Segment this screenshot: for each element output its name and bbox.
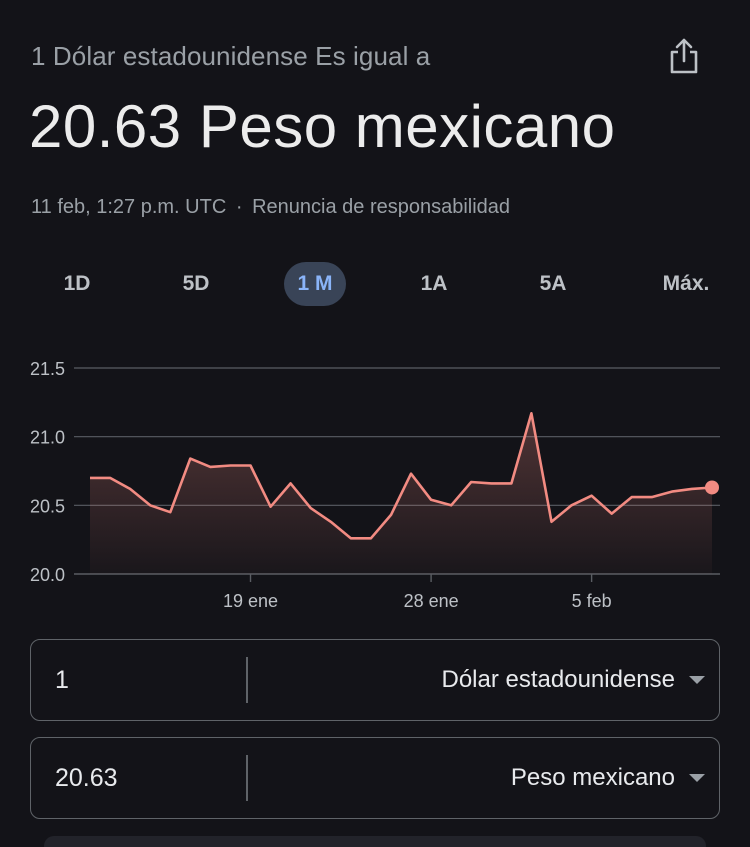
chart-data-point: [449, 503, 453, 507]
chart-series-line: [90, 412, 713, 540]
chart-data-point: [429, 498, 433, 502]
chart-data-point: [489, 481, 493, 485]
chart-data-point: [108, 476, 112, 480]
x-tick-label: 19 ene: [223, 591, 278, 611]
chart-data-point: [369, 536, 373, 540]
from-currency-label: Dólar estadounidense: [441, 666, 676, 693]
chart-area-fill: [90, 413, 712, 574]
converted-value-title: 20.63 Peso mexicano: [29, 93, 616, 160]
chart-data-point: [188, 457, 192, 461]
chart-data-point: [289, 481, 293, 485]
from-currency-select[interactable]: Dólar estadounidense: [441, 640, 705, 720]
chart-data-point: [570, 503, 574, 507]
from-amount-input[interactable]: 1: [55, 665, 69, 694]
tab-1m[interactable]: 1 M: [284, 262, 346, 306]
chart-data-point: [529, 411, 533, 415]
separator: ·: [235, 196, 243, 218]
dropdown-caret-icon: [689, 676, 705, 684]
exchange-rate-chart[interactable]: 21.5 21.0 20.5 20.0 19 ene 28 ene 5 feb: [0, 340, 750, 620]
chart-data-point: [228, 464, 232, 468]
dropdown-caret-icon: [689, 774, 705, 782]
time-range-tabs: 1D 5D 1 M 1A 5A Máx.: [28, 262, 726, 306]
chart-data-point: [610, 512, 614, 516]
timestamp-row: 11 feb, 1:27 p.m. UTC · Renuncia de resp…: [31, 196, 510, 219]
chart-data-point: [690, 487, 694, 491]
to-currency-select[interactable]: Peso mexicano: [511, 738, 705, 818]
chart-data-point: [549, 520, 553, 524]
chart-current-point-marker: [705, 480, 719, 495]
to-amount-input[interactable]: 20.63: [55, 763, 118, 792]
chart-data-point: [630, 495, 634, 499]
chart-data-point: [128, 487, 132, 491]
chart-data-point: [168, 510, 172, 514]
chart-data-point: [249, 464, 253, 468]
row-divider: [246, 657, 248, 703]
chart-data-point: [650, 495, 654, 499]
chart-data-point: [509, 481, 513, 485]
chart-data-point: [269, 505, 273, 509]
timestamp: 11 feb, 1:27 p.m. UTC: [31, 196, 227, 218]
to-currency-row: 20.63 Peso mexicano: [30, 737, 720, 819]
tab-1d[interactable]: 1D: [63, 272, 91, 295]
y-tick-label: 21.5: [30, 359, 65, 379]
chart-data-point: [349, 536, 353, 540]
chart-data-point: [389, 513, 393, 517]
share-button[interactable]: [662, 34, 706, 78]
chart-data-point: [329, 520, 333, 524]
x-tick-label: 5 feb: [572, 591, 612, 611]
chart-data-point: [148, 503, 152, 507]
chart-data-point: [670, 490, 674, 494]
chart-data-point: [469, 480, 473, 484]
chart-data-point: [88, 476, 92, 480]
from-currency-row: 1 Dólar estadounidense: [30, 639, 720, 721]
y-tick-label: 21.0: [30, 428, 65, 448]
to-currency-label: Peso mexicano: [510, 764, 675, 791]
conversion-subtitle: 1 Dólar estadounidense Es igual a: [31, 41, 431, 71]
tab-5d[interactable]: 5D: [182, 272, 210, 295]
tab-5a[interactable]: 5A: [539, 272, 567, 295]
next-card-edge: [44, 836, 706, 847]
y-tick-label: 20.0: [30, 565, 65, 585]
chart-data-point: [409, 472, 413, 476]
y-tick-label: 20.5: [30, 496, 65, 516]
share-icon: [670, 38, 698, 74]
row-divider: [246, 755, 248, 801]
tab-max[interactable]: Máx.: [662, 272, 710, 295]
chart-data-point: [208, 465, 212, 469]
disclaimer-link[interactable]: Renuncia de responsabilidad: [252, 196, 511, 218]
x-tick-label: 28 ene: [404, 591, 459, 611]
chart-data-point: [590, 494, 594, 498]
chart-data-point: [309, 506, 313, 510]
tab-1a[interactable]: 1A: [420, 272, 448, 295]
